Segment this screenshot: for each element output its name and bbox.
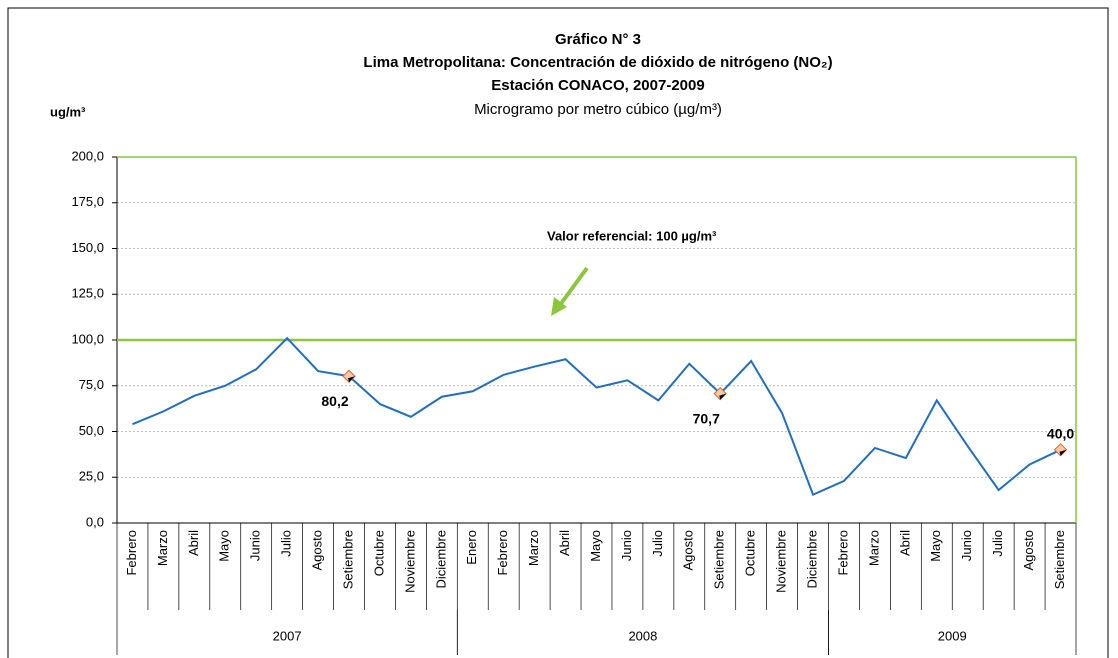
y-tick-label: 175,0 xyxy=(71,194,104,209)
x-tick-label: Febrero xyxy=(495,530,510,576)
chart-subtitle: Estación CONACO, 2007-2009 xyxy=(491,77,704,94)
group-label: 2007 xyxy=(273,628,302,643)
y-tick-label: 100,0 xyxy=(71,331,104,346)
group-label: 2008 xyxy=(628,628,657,643)
x-tick-label: Mayo xyxy=(928,530,943,562)
x-tick-label: Junio xyxy=(619,530,634,561)
chart-title: Gráfico N° 3 xyxy=(555,31,641,48)
reference-label: Valor referencial: 100 µg/m³ xyxy=(547,228,717,243)
y-tick-label: 25,0 xyxy=(79,469,104,484)
frame xyxy=(7,7,1109,658)
x-tick-label: Julio xyxy=(990,530,1005,557)
x-tick-label: Setiembre xyxy=(1052,530,1067,589)
x-tick-label: Diciembre xyxy=(433,530,448,589)
x-tick-label: Marzo xyxy=(155,530,170,566)
x-tick-label: Enero xyxy=(464,530,479,565)
x-tick-label: Octubre xyxy=(371,530,386,576)
data-label: 80,2 xyxy=(321,393,348,409)
y-tick-label: 150,0 xyxy=(71,240,104,255)
x-tick-label: Octubre xyxy=(743,530,758,576)
x-tick-label: Agosto xyxy=(1021,530,1036,570)
y-tick-label: 0,0 xyxy=(86,514,104,529)
point-marker-shade xyxy=(719,393,727,400)
y-tick-label: 75,0 xyxy=(79,377,104,392)
x-tick-label: Julio xyxy=(279,530,294,557)
x-tick-label: Noviembre xyxy=(402,530,417,593)
x-tick-label: Junio xyxy=(959,530,974,561)
x-tick-label: Abril xyxy=(897,530,912,556)
x-tick-label: Marzo xyxy=(866,530,881,566)
x-tick-label: Agosto xyxy=(310,530,325,570)
point-marker-shade xyxy=(348,376,356,383)
reference-arrowhead xyxy=(551,297,567,316)
x-tick-label: Julio xyxy=(650,530,665,557)
x-tick-label: Mayo xyxy=(217,530,232,562)
x-tick-label: Noviembre xyxy=(774,530,789,593)
series-line xyxy=(132,336,1061,496)
chart-subtitle: Lima Metropolitana: Concentración de dió… xyxy=(363,54,832,71)
x-tick-label: Mayo xyxy=(588,530,603,562)
data-label: 70,7 xyxy=(693,410,720,426)
x-tick-label: Junio xyxy=(248,530,263,561)
x-tick-label: Febrero xyxy=(835,530,850,576)
reference-arrow xyxy=(558,266,589,307)
x-tick-label: Marzo xyxy=(526,530,541,566)
x-tick-label: Setiembre xyxy=(340,530,355,589)
y-unit: ug/m³ xyxy=(50,104,86,119)
y-tick-label: 125,0 xyxy=(71,286,104,301)
data-label: 40,0 xyxy=(1047,426,1074,442)
x-tick-label: Diciembre xyxy=(804,530,819,589)
point-marker xyxy=(713,386,727,401)
x-tick-label: Abril xyxy=(557,530,572,556)
point-marker-shade xyxy=(1059,449,1067,456)
x-tick-label: Abril xyxy=(186,530,201,556)
y-tick-label: 50,0 xyxy=(79,423,104,438)
x-tick-label: Febrero xyxy=(124,530,139,576)
y-tick-label: 200,0 xyxy=(71,148,104,163)
x-tick-label: Agosto xyxy=(681,530,696,570)
group-label: 2009 xyxy=(938,628,967,643)
x-tick-label: Setiembre xyxy=(712,530,727,589)
chart-note: Microgramo por metro cúbico (µg/m³) xyxy=(474,101,722,118)
